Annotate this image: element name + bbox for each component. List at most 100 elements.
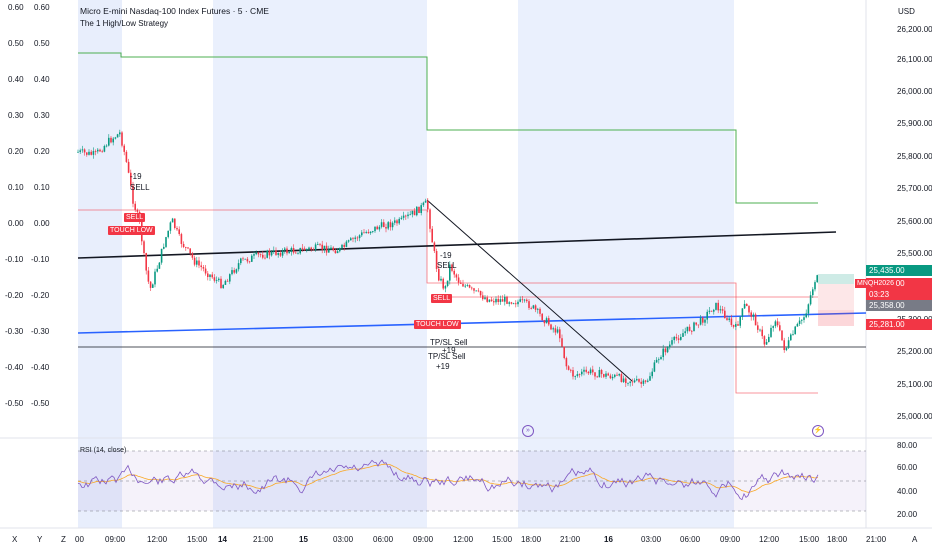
position-profit-zone[interactable] bbox=[818, 274, 854, 284]
candle-body bbox=[323, 245, 326, 250]
candle-body bbox=[389, 222, 392, 228]
candle-body bbox=[259, 254, 262, 256]
trade-label-pnl: -19 bbox=[130, 172, 142, 181]
tp-sl-result: +19 bbox=[436, 362, 450, 371]
candle-body bbox=[189, 248, 191, 254]
candle-body bbox=[394, 220, 396, 223]
price-tick: 26,100.00 bbox=[897, 55, 932, 64]
blue-trend-line[interactable] bbox=[77, 312, 867, 334]
candle-body bbox=[620, 374, 623, 382]
rsi-tick: 80.00 bbox=[897, 441, 918, 450]
candle-body bbox=[730, 318, 733, 325]
left-tick: -0.20 bbox=[5, 291, 24, 300]
black-trend-line[interactable] bbox=[77, 231, 837, 259]
candle-body bbox=[325, 245, 328, 253]
candle-body bbox=[330, 247, 332, 250]
candle-body bbox=[356, 237, 359, 239]
time-tick: 21:00 bbox=[866, 535, 887, 544]
rsi-indicator-label[interactable]: RSI (14, close) bbox=[80, 447, 127, 454]
candle-body bbox=[743, 303, 746, 309]
candle-body bbox=[444, 285, 447, 289]
sell-signal-tag[interactable]: SELL bbox=[431, 294, 453, 303]
candle-body bbox=[328, 249, 330, 253]
candle-body bbox=[691, 330, 693, 332]
left-tick: 0.20 bbox=[34, 147, 50, 156]
candle-body bbox=[785, 347, 788, 351]
candle-body bbox=[262, 254, 264, 258]
earnings-event-icon[interactable]: ⚡ bbox=[812, 425, 824, 437]
candle-body bbox=[792, 334, 794, 335]
candle-body bbox=[814, 282, 816, 290]
candle-body bbox=[688, 326, 691, 331]
tp-sl-label: TP/SL Sell bbox=[428, 352, 466, 361]
indicator-name[interactable]: The 1 High/Low Strategy bbox=[80, 19, 169, 28]
price-tag-countdown[interactable]: 03:23 bbox=[866, 289, 932, 300]
candle-body bbox=[552, 328, 554, 330]
candle-body bbox=[361, 232, 363, 236]
rsi-panel bbox=[77, 450, 866, 512]
left-tick: -0.40 bbox=[31, 363, 50, 372]
candle-body bbox=[728, 318, 730, 320]
candle-body bbox=[345, 241, 348, 247]
candle-body bbox=[642, 380, 645, 384]
candle-body bbox=[211, 274, 213, 278]
candle-body bbox=[708, 310, 711, 312]
touch-low-tag[interactable]: TOUCH LOW bbox=[414, 320, 461, 329]
candle-body bbox=[154, 271, 156, 285]
tp-sl-label: TP/SL Sell bbox=[430, 338, 468, 347]
candle-body bbox=[809, 295, 812, 305]
sell-signal-tag[interactable]: SELL bbox=[124, 213, 146, 222]
candle-body bbox=[774, 321, 777, 327]
time-tick: 18:00 bbox=[827, 535, 848, 544]
down-trend-line[interactable] bbox=[426, 199, 633, 382]
corner-label: Y bbox=[37, 535, 43, 544]
candle-body bbox=[121, 132, 123, 146]
price-tag-high[interactable]: 25,435.00 bbox=[866, 265, 932, 276]
position-loss-zone[interactable] bbox=[818, 310, 854, 326]
candle-body bbox=[510, 302, 513, 304]
candle-body bbox=[649, 376, 651, 381]
candle-body bbox=[479, 290, 482, 296]
dividends-event-icon[interactable]: » bbox=[522, 425, 534, 437]
candle-body bbox=[268, 250, 271, 256]
candle-body bbox=[385, 227, 387, 229]
candle-body bbox=[618, 374, 620, 376]
price-tick: 25,700.00 bbox=[897, 184, 932, 193]
candle-body bbox=[365, 231, 367, 233]
candle-body bbox=[92, 151, 95, 155]
candle-body bbox=[807, 304, 810, 314]
candle-body bbox=[567, 366, 570, 370]
candle-body bbox=[556, 329, 559, 333]
price-tag-stop[interactable]: 25,281.00 bbox=[866, 319, 932, 330]
chart-title[interactable]: Micro E-mini Nasdaq-100 Index Futures · … bbox=[80, 6, 269, 16]
candle-body bbox=[798, 320, 801, 324]
price-candles bbox=[77, 129, 818, 388]
candle-body bbox=[776, 321, 779, 326]
price-tick: 26,200.00 bbox=[897, 25, 932, 34]
candle-body bbox=[231, 270, 233, 275]
candle-body bbox=[343, 244, 345, 247]
symbol-tag[interactable]: MNQH2026 bbox=[855, 279, 896, 288]
candle-body bbox=[105, 145, 108, 147]
price-tag-level[interactable]: 25,358.00 bbox=[866, 300, 932, 311]
candle-body bbox=[699, 317, 702, 325]
candle-body bbox=[246, 258, 249, 262]
touch-low-tag[interactable]: TOUCH LOW bbox=[108, 226, 155, 235]
candle-body bbox=[198, 260, 200, 266]
strategy-high-line bbox=[78, 52, 818, 204]
candle-body bbox=[561, 338, 563, 347]
candle-body bbox=[257, 252, 260, 255]
candle-body bbox=[165, 237, 167, 247]
candle-body bbox=[548, 318, 550, 325]
candle-body bbox=[416, 206, 418, 216]
candle-body bbox=[578, 374, 581, 375]
left-tick: -0.10 bbox=[5, 255, 24, 264]
candle-body bbox=[156, 268, 158, 272]
candle-body bbox=[295, 252, 297, 254]
candle-body bbox=[460, 282, 462, 284]
candle-body bbox=[735, 324, 737, 327]
candle-body bbox=[750, 312, 752, 317]
currency-label[interactable]: USD bbox=[898, 7, 915, 16]
candle-body bbox=[757, 325, 759, 330]
